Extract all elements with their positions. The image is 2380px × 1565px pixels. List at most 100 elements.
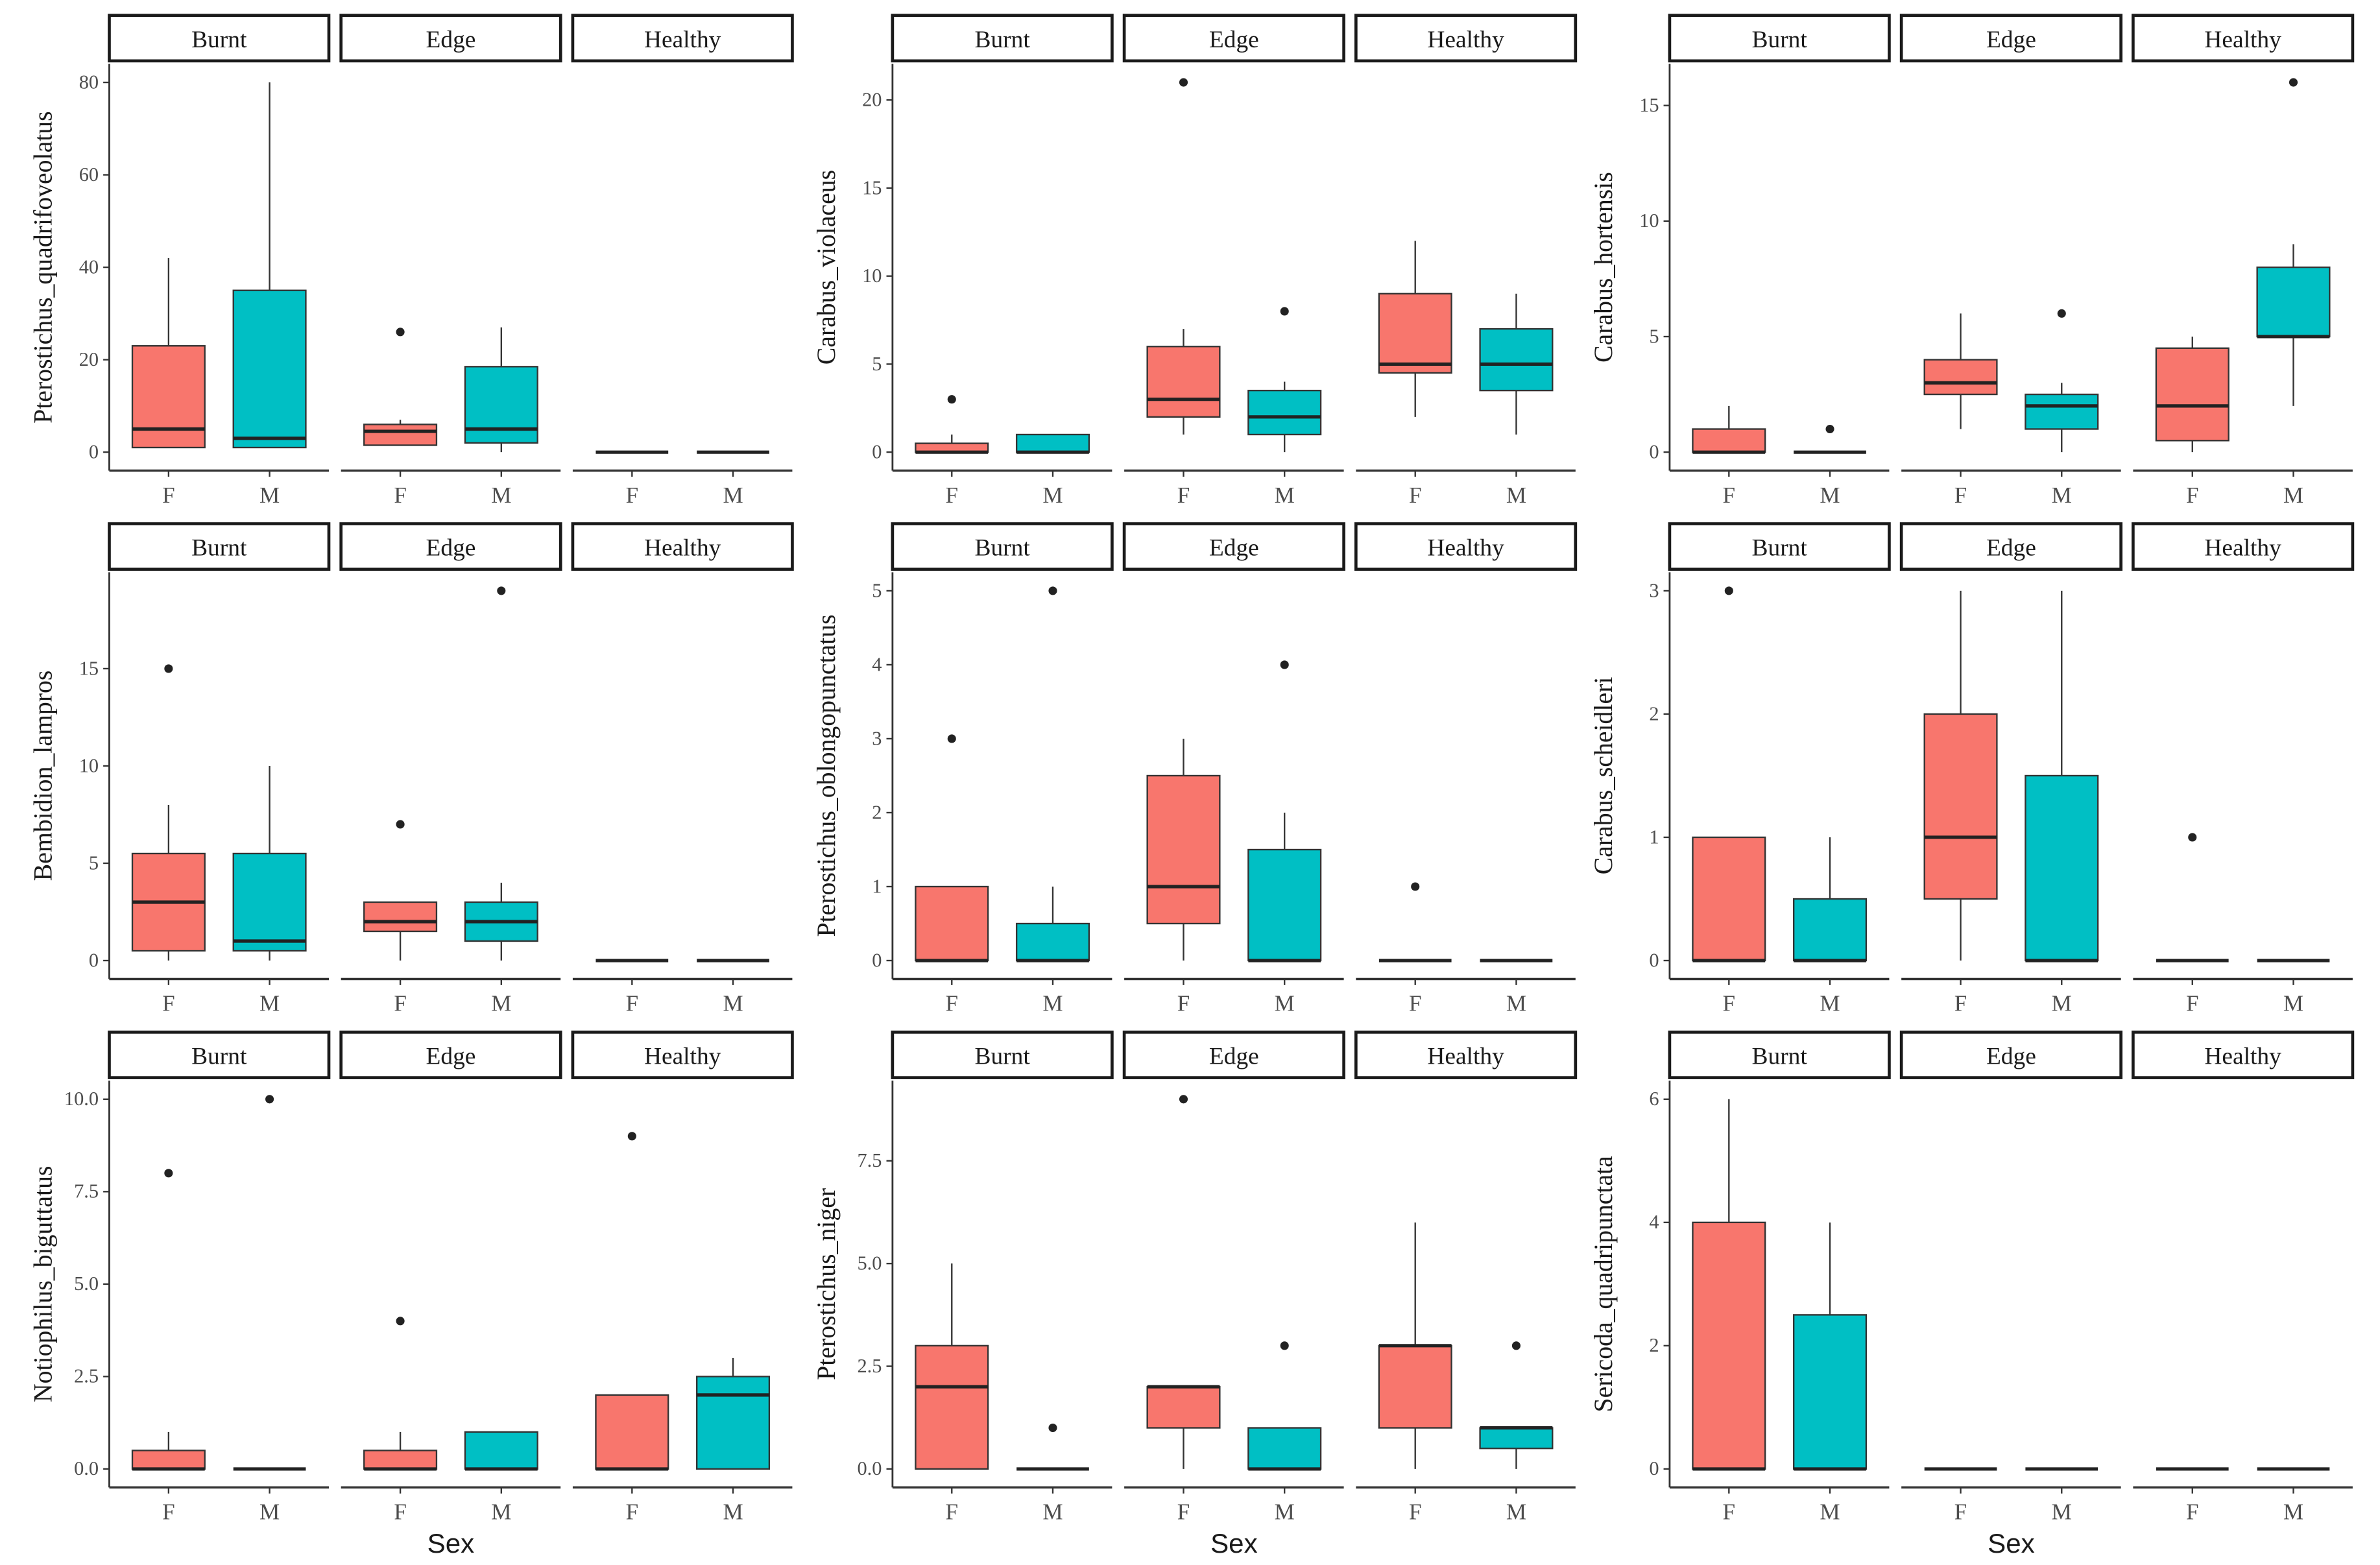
y-tick-label: 3 bbox=[1649, 579, 1659, 601]
outlier-point bbox=[497, 586, 506, 595]
facet-strip-label: Edge bbox=[426, 535, 476, 562]
y-tick-label: 5 bbox=[89, 852, 99, 874]
x-tick-label: F bbox=[394, 483, 407, 508]
y-tick-label: 80 bbox=[79, 71, 99, 93]
iqr-box bbox=[464, 1431, 538, 1470]
facet-strip-healthy bbox=[1354, 1031, 1578, 1079]
y-tick-label: 0 bbox=[89, 949, 99, 971]
facet-strip-label: Burnt bbox=[1752, 535, 1808, 562]
iqr-box bbox=[363, 901, 438, 933]
outlier-point bbox=[1048, 1423, 1057, 1433]
box-burnt-m bbox=[233, 1095, 306, 1471]
y-axis-label: Carabus_violaceus bbox=[812, 170, 841, 364]
x-tick-label: M bbox=[259, 991, 280, 1016]
iqr-box bbox=[363, 1450, 438, 1470]
facet-strip-label: Burnt bbox=[191, 1044, 247, 1070]
outlier-point bbox=[2289, 78, 2298, 87]
y-tick-label: 0.0 bbox=[74, 1457, 99, 1479]
x-tick-label: F bbox=[162, 483, 175, 508]
facet-strip-edge bbox=[339, 522, 562, 571]
y-axis-label: Notiophilus_biguttatus bbox=[29, 1166, 58, 1403]
iqr-box bbox=[1692, 836, 1766, 962]
y-tick-label: 10 bbox=[862, 265, 882, 287]
x-tick-label: M bbox=[2052, 1499, 2072, 1525]
facet-strip-label: Edge bbox=[1986, 1044, 2036, 1070]
x-tick-label: M bbox=[1275, 991, 1295, 1016]
facet-strip-healthy bbox=[571, 14, 794, 63]
iqr-box bbox=[1793, 898, 1868, 962]
iqr-box bbox=[1923, 359, 1998, 396]
facet-strip-label: Burnt bbox=[975, 27, 1031, 53]
box-healthy-f bbox=[1378, 241, 1452, 417]
box-healthy-m bbox=[1479, 1341, 1554, 1469]
iqr-box bbox=[464, 366, 538, 444]
box-burnt-m bbox=[232, 765, 307, 961]
x-axis-label: Sex bbox=[427, 1528, 475, 1559]
box-edge-m bbox=[464, 327, 538, 453]
y-tick-label: 10.0 bbox=[64, 1088, 99, 1110]
x-tick-label: F bbox=[2186, 991, 2199, 1016]
y-tick-label: 4 bbox=[1649, 1211, 1659, 1233]
x-tick-label: M bbox=[2283, 1499, 2303, 1525]
facet-strip-label: Healthy bbox=[2204, 27, 2281, 53]
box-burnt-f bbox=[915, 395, 989, 454]
facet-strip-burnt bbox=[108, 1031, 331, 1079]
x-tick-label: M bbox=[2052, 483, 2072, 508]
box-edge-f bbox=[1923, 590, 1998, 961]
y-tick-label: 0 bbox=[1649, 1457, 1659, 1479]
iqr-box bbox=[1793, 1314, 1868, 1470]
box-burnt-m bbox=[1793, 837, 1868, 962]
iqr-box bbox=[1378, 293, 1452, 374]
outlier-point bbox=[1280, 660, 1289, 669]
y-tick-label: 10 bbox=[1639, 209, 1659, 232]
x-tick-label: M bbox=[723, 991, 743, 1016]
facet-strip-label: Edge bbox=[1986, 535, 2036, 562]
outlier-point bbox=[396, 328, 405, 337]
facet-strip-edge bbox=[339, 1031, 562, 1079]
x-tick-label: F bbox=[946, 991, 959, 1016]
iqr-box bbox=[2256, 266, 2331, 338]
y-tick-label: 10 bbox=[79, 754, 99, 776]
y-tick-label: 2.5 bbox=[857, 1355, 882, 1377]
y-axis-label: Sericoda_quadripunctata bbox=[1589, 1156, 1618, 1413]
iqr-box bbox=[1247, 1427, 1322, 1470]
y-tick-label: 0 bbox=[1649, 441, 1659, 463]
x-tick-label: M bbox=[491, 483, 511, 508]
iqr-box bbox=[1146, 1386, 1221, 1429]
box-healthy-f bbox=[1378, 1222, 1452, 1469]
x-tick-label: M bbox=[1820, 483, 1840, 508]
box-edge-f bbox=[363, 328, 438, 446]
y-tick-label: 7.5 bbox=[857, 1149, 882, 1171]
y-tick-label: 6 bbox=[1649, 1088, 1659, 1110]
panel-sericoda_quadripunctata: Sericoda_quadripunctata 0 2 4 6 Burnt F M Edge F M… bbox=[1589, 1031, 2355, 1559]
facet-strip-healthy bbox=[1354, 14, 1578, 63]
facet-strip-label: Edge bbox=[1209, 535, 1259, 562]
y-axis-label: Pterostichus_quadrifoveolatus bbox=[29, 111, 58, 424]
iqr-box bbox=[915, 1344, 989, 1470]
box-burnt-f bbox=[915, 734, 989, 962]
facet-strip-burnt bbox=[1668, 1031, 1891, 1079]
facet-strip-edge bbox=[339, 14, 562, 63]
y-tick-label: 5.0 bbox=[74, 1272, 99, 1295]
box-edge-m bbox=[1247, 307, 1322, 453]
x-tick-label: F bbox=[1954, 991, 1967, 1016]
panel-pterostichus_oblongopunctatus: Pterostichus_oblongopunctatus 0 1 2 3 4 5 Burnt… bbox=[812, 522, 1578, 1016]
x-tick-label: M bbox=[2283, 991, 2303, 1016]
facet-strip-healthy bbox=[1354, 522, 1578, 571]
y-tick-label: 0 bbox=[872, 441, 882, 463]
facet-strip-label: Edge bbox=[426, 1044, 476, 1070]
x-tick-label: M bbox=[1506, 483, 1526, 508]
y-tick-label: 2.5 bbox=[74, 1365, 99, 1387]
box-burnt-f bbox=[131, 664, 206, 961]
iqr-box bbox=[131, 345, 206, 449]
x-axis-label: Sex bbox=[1210, 1528, 1258, 1559]
iqr-box bbox=[595, 1394, 669, 1470]
iqr-box bbox=[2025, 393, 2099, 430]
box-edge-m bbox=[1247, 1341, 1322, 1471]
y-tick-label: 0 bbox=[872, 949, 882, 971]
x-tick-label: M bbox=[1275, 483, 1295, 508]
x-axis-label: Sex bbox=[1988, 1528, 2035, 1559]
box-burnt-m bbox=[1794, 424, 1866, 454]
y-tick-label: 2 bbox=[1649, 1334, 1659, 1356]
outlier-point bbox=[627, 1132, 636, 1141]
